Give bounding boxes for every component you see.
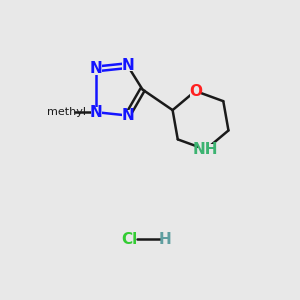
Bar xyxy=(190,85,201,97)
Text: O: O xyxy=(189,83,202,98)
Text: NH: NH xyxy=(193,142,218,157)
Text: N: N xyxy=(121,108,134,123)
Bar xyxy=(91,106,102,118)
Text: methyl: methyl xyxy=(47,107,86,117)
Text: H: H xyxy=(158,232,171,247)
Text: Cl: Cl xyxy=(121,232,137,247)
Bar xyxy=(197,144,214,155)
Bar xyxy=(122,110,133,121)
Bar xyxy=(91,63,102,75)
Text: N: N xyxy=(90,105,103,120)
Text: N: N xyxy=(121,58,134,73)
Text: N: N xyxy=(90,61,103,76)
Bar xyxy=(122,60,133,71)
